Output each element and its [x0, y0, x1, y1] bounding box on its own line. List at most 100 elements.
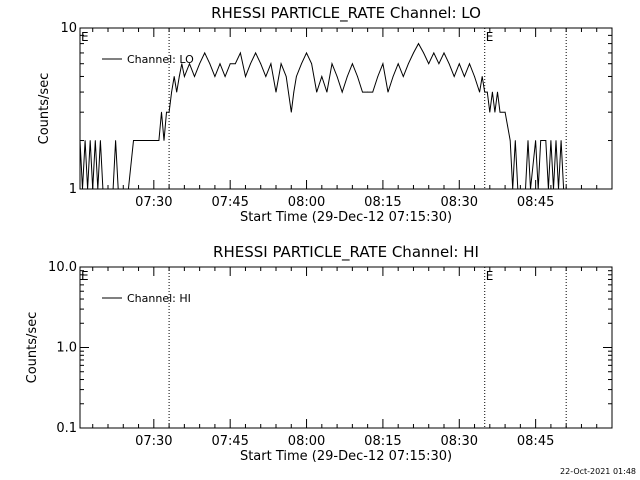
data-point — [171, 91, 173, 93]
data-point — [489, 111, 491, 113]
data-point — [239, 52, 241, 54]
data-point — [413, 52, 414, 54]
data-point — [178, 76, 180, 77]
y-tick-label: 10.0 — [48, 260, 77, 275]
data-point — [402, 76, 404, 77]
data-point — [537, 188, 539, 190]
data-point — [163, 140, 165, 141]
data-point — [550, 140, 552, 141]
x-tick-label: 07:30 — [135, 434, 172, 449]
data-point — [497, 91, 498, 93]
data-point — [469, 63, 470, 65]
data-point — [153, 140, 155, 141]
data-point — [84, 140, 86, 141]
data-point — [181, 63, 183, 65]
data-point — [229, 63, 231, 65]
data-point — [474, 76, 475, 77]
legend-label: Channel: HI — [127, 292, 191, 305]
data-point — [115, 140, 117, 141]
data-point — [448, 63, 450, 65]
data-point — [517, 188, 519, 190]
data-point — [512, 188, 514, 190]
data-point — [463, 76, 465, 77]
x-axis-label: Start Time (29-Dec-12 07:15:30) — [240, 210, 452, 225]
data-point — [346, 76, 348, 77]
data-point — [479, 91, 481, 93]
data-point — [321, 76, 323, 77]
chart-panel-lo: RHESSI PARTICLE_RATE Channel: LO 1 10 07:30… — [37, 4, 613, 225]
data-point — [99, 140, 101, 141]
data-point — [290, 111, 292, 113]
data-point — [553, 188, 554, 190]
data-point — [326, 91, 328, 93]
data-point — [377, 76, 379, 77]
data-point — [336, 76, 338, 77]
data-point — [453, 76, 455, 77]
data-point — [504, 111, 506, 113]
event-marker-label: E — [486, 269, 494, 283]
y-tick-label: 0.1 — [56, 421, 77, 436]
data-point — [407, 63, 409, 65]
legend-label: Channel: LO — [127, 53, 194, 66]
start-marker-label: E — [81, 30, 89, 44]
data-point — [176, 91, 178, 93]
data-point — [97, 188, 99, 190]
data-point — [194, 76, 195, 77]
data-point — [285, 76, 287, 77]
data-point — [481, 76, 483, 77]
data-point — [558, 188, 559, 190]
data-point — [555, 140, 557, 141]
x-tick-label: 08:15 — [364, 434, 401, 449]
data-point — [433, 52, 435, 54]
data-point — [87, 188, 89, 190]
timestamp: 22-Oct-2021 01:48 — [560, 467, 636, 476]
data-point — [234, 63, 236, 65]
data-point — [250, 63, 251, 65]
x-tick-label: 08:30 — [441, 434, 478, 449]
data-point — [219, 63, 221, 65]
data-point — [357, 76, 358, 77]
data-point — [89, 140, 91, 141]
data-point — [265, 76, 267, 77]
data-point — [509, 140, 511, 141]
data-point — [168, 111, 170, 113]
data-point — [199, 63, 201, 65]
data-point — [140, 140, 142, 141]
data-point — [270, 63, 272, 65]
y-axis-label: Counts/sec — [37, 73, 52, 145]
data-point — [133, 140, 134, 141]
data-point — [311, 63, 313, 65]
data-point — [527, 140, 529, 141]
data-point — [316, 91, 318, 93]
chart-panel-hi: RHESSI PARTICLE_RATE Channel: HI 0.1 1.0 10… — [25, 243, 613, 464]
data-point — [301, 63, 302, 65]
data-point — [209, 63, 211, 65]
start-marker-label: E — [81, 269, 89, 283]
data-point — [245, 76, 246, 77]
x-tick-label: 07:45 — [211, 195, 248, 210]
data-point — [387, 91, 389, 93]
data-point — [107, 188, 109, 190]
data-point — [92, 188, 94, 190]
data-point — [392, 76, 394, 77]
data-point — [183, 76, 185, 77]
data-point — [418, 43, 419, 45]
data-point — [514, 140, 516, 141]
data-point — [438, 63, 440, 65]
data-point — [499, 111, 501, 113]
data-point — [112, 188, 114, 190]
data-point — [255, 52, 257, 54]
data-point — [214, 76, 216, 77]
data-point — [94, 140, 96, 141]
data-point — [428, 63, 430, 65]
y-tick-label: 10 — [60, 21, 77, 36]
data-point — [494, 111, 496, 113]
data-point — [525, 188, 526, 190]
data-point — [82, 188, 83, 190]
data-point — [189, 63, 190, 65]
data-point — [486, 91, 488, 93]
data-point — [293, 91, 295, 93]
data-point — [560, 140, 562, 141]
data-point — [295, 76, 297, 77]
data-point — [306, 52, 307, 54]
